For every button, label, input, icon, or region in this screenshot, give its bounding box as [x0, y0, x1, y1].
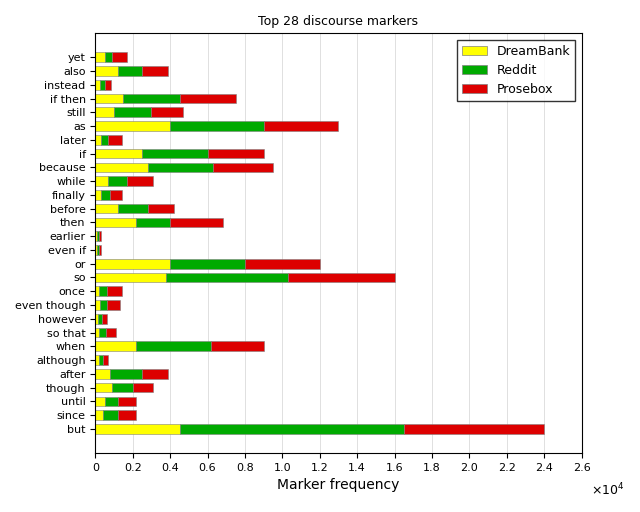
Bar: [148, 162, 213, 172]
Bar: [95, 273, 166, 282]
Bar: [107, 300, 120, 310]
Bar: [136, 218, 170, 227]
Bar: [213, 162, 273, 172]
Bar: [100, 80, 105, 90]
Bar: [105, 397, 118, 406]
Bar: [110, 190, 122, 200]
Bar: [95, 286, 99, 296]
Bar: [288, 273, 395, 282]
Bar: [118, 204, 148, 214]
Bar: [95, 355, 99, 365]
Bar: [132, 383, 154, 392]
Bar: [404, 424, 544, 434]
Bar: [179, 94, 236, 103]
Bar: [264, 121, 339, 131]
Bar: [95, 342, 136, 351]
Bar: [95, 328, 99, 337]
Bar: [127, 176, 154, 186]
Bar: [95, 424, 179, 434]
Bar: [95, 66, 118, 76]
Bar: [124, 94, 179, 103]
Bar: [95, 383, 112, 392]
Bar: [95, 121, 170, 131]
X-axis label: Marker frequency: Marker frequency: [277, 478, 399, 492]
Bar: [108, 135, 122, 144]
Bar: [179, 424, 404, 434]
Bar: [95, 218, 136, 227]
Bar: [170, 121, 264, 131]
Legend: DreamBank, Reddit, Prosebox: DreamBank, Reddit, Prosebox: [457, 39, 575, 101]
Bar: [102, 314, 107, 324]
Bar: [95, 94, 124, 103]
Bar: [211, 342, 264, 351]
Bar: [95, 231, 97, 241]
Bar: [95, 190, 101, 200]
Bar: [95, 397, 105, 406]
Bar: [207, 149, 264, 158]
Bar: [99, 328, 106, 337]
Bar: [105, 80, 111, 90]
Bar: [105, 52, 112, 62]
Bar: [142, 369, 168, 379]
Bar: [95, 245, 97, 255]
Bar: [101, 135, 108, 144]
Bar: [95, 410, 103, 420]
Title: Top 28 discourse markers: Top 28 discourse markers: [259, 15, 419, 28]
Bar: [95, 176, 108, 186]
Bar: [99, 355, 103, 365]
Bar: [101, 190, 110, 200]
Bar: [103, 355, 108, 365]
Bar: [95, 314, 98, 324]
Bar: [142, 149, 207, 158]
Bar: [110, 369, 142, 379]
Bar: [95, 149, 142, 158]
Bar: [97, 231, 99, 241]
Bar: [97, 245, 99, 255]
Bar: [108, 176, 127, 186]
Bar: [95, 52, 105, 62]
Bar: [136, 342, 211, 351]
Bar: [95, 135, 101, 144]
Bar: [95, 300, 100, 310]
Bar: [99, 245, 101, 255]
Bar: [170, 218, 223, 227]
Bar: [118, 397, 136, 406]
Bar: [170, 259, 245, 268]
Bar: [95, 204, 118, 214]
Bar: [148, 204, 174, 214]
Bar: [99, 286, 107, 296]
Bar: [95, 369, 110, 379]
Text: $\times10^4$: $\times10^4$: [591, 482, 625, 499]
Bar: [107, 286, 122, 296]
Bar: [99, 231, 101, 241]
Bar: [100, 300, 107, 310]
Bar: [245, 259, 320, 268]
Bar: [166, 273, 288, 282]
Bar: [98, 314, 102, 324]
Bar: [112, 383, 132, 392]
Bar: [95, 162, 148, 172]
Bar: [95, 108, 114, 117]
Bar: [106, 328, 116, 337]
Bar: [118, 410, 136, 420]
Bar: [114, 108, 152, 117]
Bar: [95, 80, 100, 90]
Bar: [152, 108, 183, 117]
Bar: [95, 259, 170, 268]
Bar: [112, 52, 127, 62]
Bar: [118, 66, 142, 76]
Bar: [103, 410, 118, 420]
Bar: [142, 66, 168, 76]
